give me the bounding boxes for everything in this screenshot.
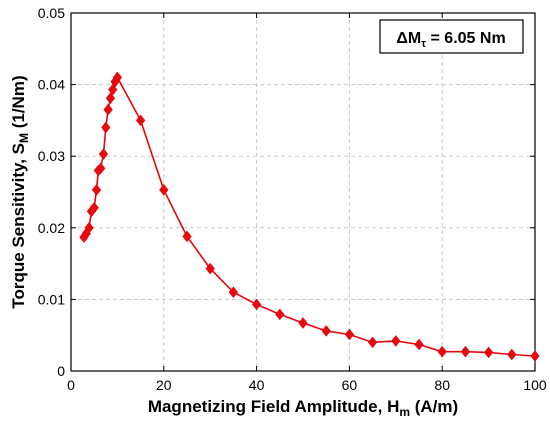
y-axis-title: Torque Sensitivity, SM (1/Nm) [9,75,31,308]
y-axis-title-sub: M [17,133,31,143]
data-point-marker [414,338,424,351]
x-tick-label: 40 [249,377,265,393]
data-point-marker [95,162,106,175]
data-point-marker [205,262,215,275]
data-point-marker [321,325,331,337]
data-point-marker [135,114,146,127]
data-point-marker [103,103,113,116]
data-point-marker [275,308,285,321]
data-point-marker [112,71,123,84]
y-tick-label: 0.03 [38,148,65,164]
plot-frame [70,12,536,372]
data-point-marker [391,335,401,347]
y-tick-label: 0 [57,363,65,379]
y-tick-label: 0.04 [38,77,65,93]
y-tick-label: 0.02 [38,220,65,236]
data-point-marker [251,298,262,311]
data-point-marker [507,348,517,361]
y-tick-label: 0.01 [38,291,65,307]
x-tick-label: 100 [523,377,547,393]
data-point-marker [483,346,494,359]
annotation-main: ΔM [396,30,421,47]
data-point-marker [437,345,447,358]
data-point-marker [298,317,308,329]
data-point-marker [228,286,239,299]
x-tick-label: 0 [67,377,75,393]
annotation-frame [379,19,524,54]
annotation-tail: = 6.05 Nm [426,30,506,47]
data-point-marker [89,201,99,214]
data-series [79,71,540,362]
data-point-marker [159,183,169,196]
x-axis-title: Magnetizing Field Amplitude, Hm (A/m) [148,397,458,419]
x-tick-label: 20 [156,377,172,393]
data-point-marker [84,221,94,234]
data-point-marker [460,345,471,358]
data-point-marker [108,83,118,96]
y-tick-label: 0.05 [38,5,65,21]
data-point-marker [530,350,540,362]
data-point-marker [98,148,109,160]
annotation-sub: τ [421,38,426,50]
plot-area [71,13,535,371]
x-tick-label: 80 [434,377,450,393]
y-axis-title-tail: (1/Nm) [9,75,28,133]
annotation-text: ΔMτ = 6.05 Nm [396,30,505,50]
data-point-marker [344,328,355,341]
data-point-marker [105,92,116,105]
data-point-marker [367,336,378,349]
axis-ticks: 0 20 40 60 80 100 0 0.01 0.02 0.03 0.04 0.05 [38,5,547,393]
data-point-marker [101,121,111,134]
annotation-box: ΔMτ = 6.05 Nm [379,19,524,54]
data-point-marker [91,183,102,196]
x-axis-title-main: Magnetizing Field Amplitude, H [148,397,400,416]
data-point-marker [182,230,192,243]
y-axis-title-main: Torque Sensitivity, S [9,143,28,309]
x-axis-title-sub: m [399,405,410,419]
x-axis-title-tail: (A/m) [410,397,458,416]
x-tick-label: 60 [342,377,358,393]
